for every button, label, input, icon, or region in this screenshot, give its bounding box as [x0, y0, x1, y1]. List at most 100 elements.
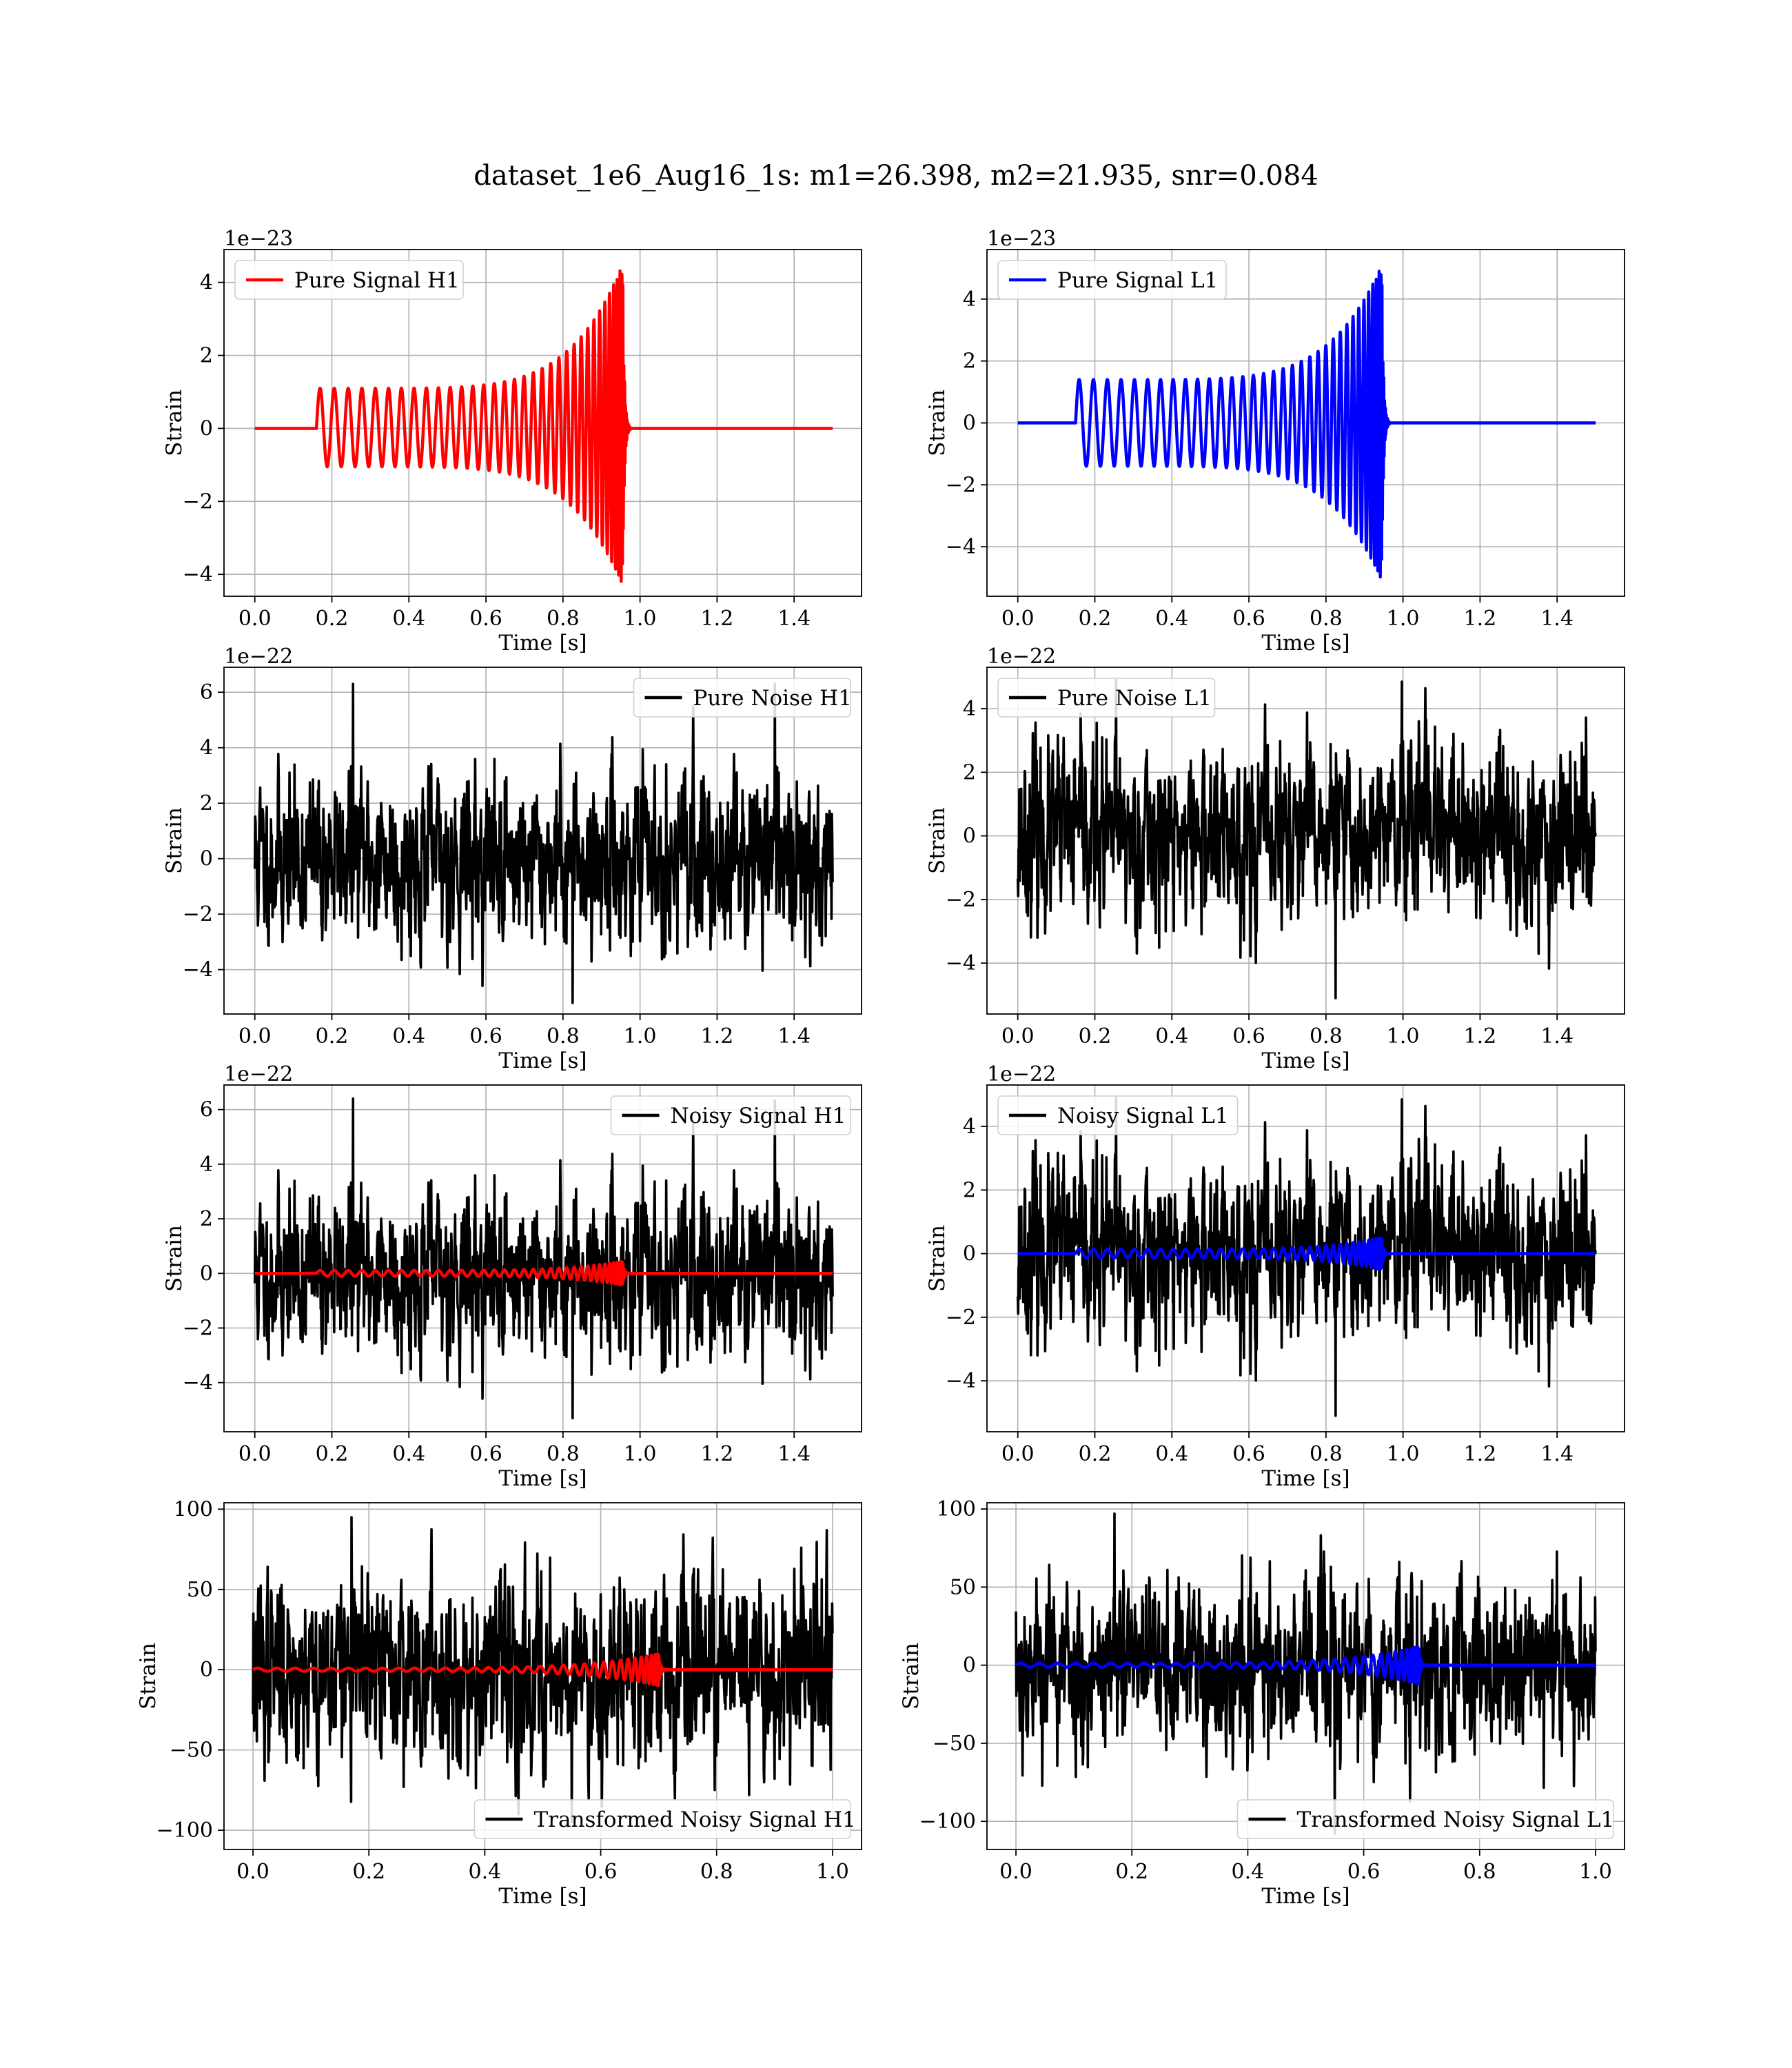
axes-frame	[986, 1502, 1625, 1850]
y-axis-label: Strain	[136, 1643, 161, 1710]
x-tick-label: 0.2	[316, 1024, 349, 1048]
y-tick-label: −2	[183, 489, 213, 514]
legend-label: Transformed Noisy Signal H1	[534, 1807, 856, 1832]
x-tick-label: 1.0	[1579, 1860, 1612, 1884]
y-tick-label: 100	[174, 1497, 213, 1521]
legend: Noisy Signal L1	[997, 1095, 1239, 1135]
x-axis-label: Time [s]	[498, 1884, 587, 1909]
x-tick-label: 1.2	[701, 1024, 734, 1048]
y-tick-label: 0	[963, 824, 976, 849]
axes-frame	[223, 1502, 862, 1850]
y-tick-label: 4	[963, 697, 976, 721]
x-tick-label: 0.2	[316, 1442, 349, 1466]
x-tick-label: 0.8	[547, 1442, 580, 1466]
y-tick-label: −2	[946, 888, 976, 912]
x-tick-label: 0.6	[1232, 607, 1265, 631]
x-tick-label: 0.4	[1155, 1024, 1188, 1048]
offset-text: 1e−22	[224, 1062, 293, 1086]
legend: Pure Signal L1	[997, 260, 1227, 300]
y-axis-label: Strain	[162, 389, 187, 456]
x-tick-label: 0.0	[238, 1024, 272, 1048]
y-tick-label: 0	[200, 416, 213, 440]
legend-label: Pure Signal L1	[1057, 268, 1218, 293]
x-tick-label: 0.4	[1155, 1442, 1188, 1466]
legend-label: Noisy Signal L1	[1057, 1104, 1229, 1128]
series-line-2	[1015, 1645, 1597, 1685]
x-tick-label: 0.0	[1001, 1024, 1035, 1048]
x-tick-label: 0.8	[1310, 1442, 1343, 1466]
x-axis-label: Time [s]	[498, 1466, 587, 1491]
y-tick-label: 0	[200, 1658, 213, 1682]
legend-label: Pure Noise L1	[1057, 686, 1212, 711]
legend: Noisy Signal H1	[610, 1095, 851, 1135]
offset-text: 1e−22	[987, 645, 1056, 669]
y-tick-label: −4	[183, 1371, 213, 1395]
x-tick-label: 1.0	[1387, 1024, 1420, 1048]
x-tick-label: 0.2	[352, 1860, 385, 1884]
y-tick-label: 0	[963, 1242, 976, 1266]
x-tick-label: 1.4	[1540, 1442, 1574, 1466]
x-tick-label: 1.4	[1540, 607, 1574, 631]
y-tick-label: 0	[963, 1654, 976, 1678]
y-tick-label: −2	[946, 1306, 976, 1330]
series-line-1	[253, 269, 835, 583]
x-tick-label: 1.2	[1464, 1024, 1497, 1048]
y-axis-label: Strain	[899, 1643, 924, 1710]
x-tick-label: 1.0	[624, 607, 657, 631]
x-tick-label: 0.4	[1232, 1860, 1265, 1884]
x-tick-label: 0.8	[1310, 607, 1343, 631]
axes-frame	[986, 1084, 1625, 1432]
series-line-1	[253, 1097, 834, 1419]
y-tick-label: 4	[963, 1115, 976, 1139]
y-tick-label: 2	[200, 791, 213, 815]
y-tick-label: −4	[946, 535, 976, 559]
x-tick-label: 1.2	[701, 1442, 734, 1466]
y-tick-label: 0	[963, 412, 976, 436]
y-tick-label: 4	[200, 1153, 213, 1177]
y-tick-label: 4	[200, 271, 213, 295]
x-tick-label: 1.0	[624, 1024, 657, 1048]
x-axis-label: Time [s]	[1261, 631, 1350, 656]
axes-frame	[223, 1084, 862, 1432]
x-tick-label: 1.0	[1387, 607, 1420, 631]
x-axis-label: Time [s]	[1261, 1048, 1350, 1073]
series-line-2	[253, 1259, 835, 1287]
y-axis-label: Strain	[925, 1225, 950, 1292]
x-tick-label: 0.8	[1463, 1860, 1496, 1884]
y-tick-label: −2	[183, 1316, 213, 1340]
y-tick-label: 100	[937, 1497, 976, 1521]
legend: Transformed Noisy Signal H1	[474, 1799, 856, 1839]
legend-label: Pure Noise H1	[693, 686, 852, 711]
y-tick-label: −2	[183, 902, 213, 926]
y-tick-label: −4	[946, 951, 976, 975]
series-line-1	[253, 682, 834, 1004]
x-tick-label: 0.0	[238, 1442, 272, 1466]
x-tick-label: 1.0	[816, 1860, 849, 1884]
x-axis-label: Time [s]	[1261, 1884, 1350, 1909]
x-tick-label: 0.4	[1155, 607, 1188, 631]
y-tick-label: 2	[200, 1207, 213, 1231]
y-tick-label: −50	[933, 1732, 976, 1756]
x-tick-label: 0.2	[1079, 1024, 1112, 1048]
y-tick-label: 2	[963, 349, 976, 374]
legend: Pure Noise H1	[633, 678, 852, 718]
x-tick-label: 0.4	[392, 1442, 425, 1466]
subplot-8: 0.0 0.2 0.4 0.6 0.8 1.0 −100 −50 0 50 100 Time [s] S…	[899, 1497, 1625, 1909]
series-line-1	[252, 1516, 834, 1824]
y-tick-label: −100	[919, 1810, 976, 1834]
legend: Transformed Noisy Signal L1	[1236, 1799, 1615, 1839]
x-tick-label: 0.6	[584, 1860, 618, 1884]
axes-frame	[986, 667, 1625, 1015]
offset-text: 1e−23	[224, 227, 293, 251]
y-tick-label: 0	[200, 847, 213, 871]
x-tick-label: 0.8	[700, 1860, 733, 1884]
legend-label: Noisy Signal H1	[671, 1104, 846, 1128]
y-axis-label: Strain	[162, 1225, 187, 1292]
series-line-1	[1015, 1512, 1597, 1836]
legend-label: Transformed Noisy Signal L1	[1297, 1807, 1615, 1832]
x-tick-label: 0.0	[236, 1860, 269, 1884]
x-tick-label: 0.2	[1079, 1442, 1112, 1466]
legend: Pure Noise L1	[997, 678, 1216, 718]
y-tick-label: 6	[200, 680, 213, 704]
legend: Pure Signal H1	[234, 260, 464, 300]
